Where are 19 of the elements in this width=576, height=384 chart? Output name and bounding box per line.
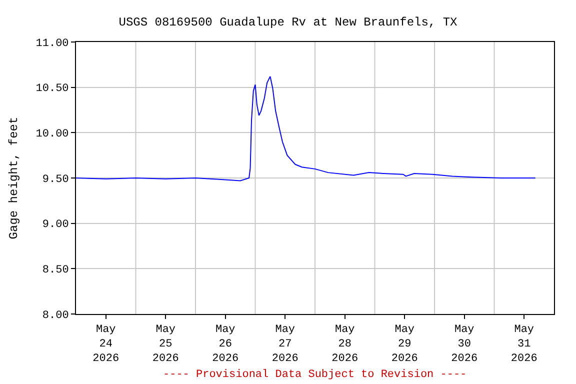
text: ---- Provisional Data Subject to Revision ----	[163, 369, 467, 381]
x-tick-label: May 30 2026	[451, 324, 478, 365]
y-tick-label: 9.50	[42, 174, 69, 186]
x-tick-label: May 31 2026	[510, 324, 538, 365]
x-tick-label: May 27 2026	[272, 324, 298, 365]
y-tick-label: 8.00	[42, 310, 69, 322]
line-series	[76, 76, 536, 182]
chart-title: USGS 08169500 Guadalupe Rv at New Braunfels, TX	[118, 16, 458, 30]
x-tick-label: May 25 2026	[152, 324, 179, 365]
x-tick-label: May 28 2026	[332, 324, 358, 365]
y-axis-title: Gage height, feet	[7, 116, 22, 240]
y-tick-label: 9.00	[42, 219, 69, 232]
y-tick-label: 10.50	[36, 83, 69, 96]
y-tick-label: 11.00	[36, 38, 69, 50]
y-tick-label: 10.00	[36, 128, 69, 141]
y-tick-label: 8.50	[42, 264, 69, 277]
x-tick-label: May 29 2026	[391, 324, 418, 365]
x-tick-label: May 26 2026	[212, 324, 239, 365]
x-tick-label: May 24 2026	[92, 324, 120, 365]
